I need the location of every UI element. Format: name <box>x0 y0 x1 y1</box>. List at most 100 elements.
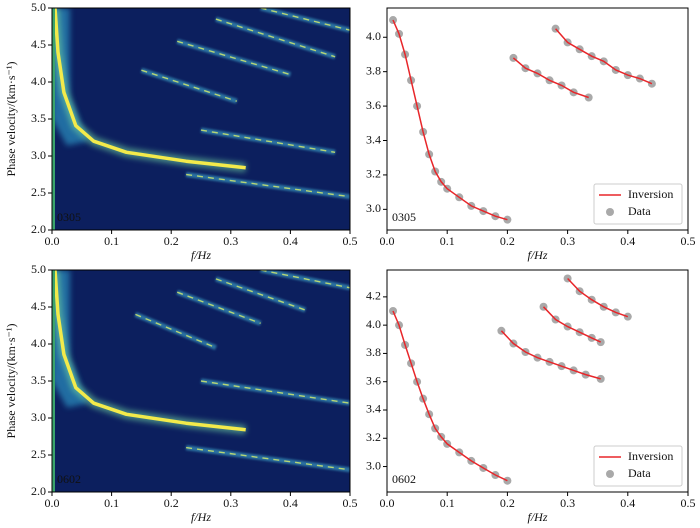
x-tick-label: 0.3 <box>223 234 238 248</box>
y-tick-label: 4.0 <box>366 317 381 331</box>
legend-marker <box>606 208 614 216</box>
x-tick-label: 0.0 <box>45 234 60 248</box>
x-tick-label: 0.0 <box>380 234 395 248</box>
heatmap-bg <box>52 8 350 230</box>
y-tick-label: 2.0 <box>31 484 46 498</box>
heatmap-image <box>52 8 350 230</box>
x-tick-label: 0.2 <box>500 234 515 248</box>
overtone-core <box>135 313 217 349</box>
ridge <box>53 270 246 432</box>
y-tick-label: 3.4 <box>366 132 381 146</box>
x-tick-label: 0.5 <box>343 496 358 510</box>
y-tick-label: 3.0 <box>31 148 46 162</box>
y-tick-label: 3.0 <box>366 458 381 472</box>
axes-frame <box>386 269 689 493</box>
x-tick-label: 0.3 <box>560 234 575 248</box>
inversion-line <box>512 57 589 99</box>
inversion-line <box>392 310 508 482</box>
panel-label: 0305 <box>57 210 81 224</box>
x-tick-label: 0.1 <box>104 496 119 510</box>
data-point <box>596 374 605 383</box>
panel-label: 0602 <box>57 472 81 486</box>
heatmap-image <box>52 270 350 492</box>
overtone-core <box>176 291 261 324</box>
y-tick-label: 4.0 <box>31 336 46 350</box>
axes-frame <box>386 7 689 231</box>
x-tick-label: 0.4 <box>620 234 635 248</box>
y-tick-label: 3.6 <box>366 373 381 387</box>
legend-marker <box>606 470 614 478</box>
y-tick-label: 3.2 <box>366 167 381 181</box>
inversion-line <box>500 330 601 380</box>
legend-box <box>593 445 683 487</box>
x-tick-label: 0.4 <box>283 234 298 248</box>
x-tick-label: 0.4 <box>283 496 298 510</box>
y-tick-label: 3.0 <box>31 410 46 424</box>
y-tick-label: 3.8 <box>366 63 381 77</box>
y-tick-label: 3.8 <box>366 345 381 359</box>
y-tick-label: 4.5 <box>31 37 46 51</box>
x-tick-label: 0.3 <box>560 496 575 510</box>
inversion-line <box>392 19 508 221</box>
x-tick-label: 0.2 <box>164 234 179 248</box>
inversion-line <box>542 306 602 343</box>
y-tick-label: 4.0 <box>366 29 381 43</box>
x-tick-label: 0.0 <box>45 496 60 510</box>
x-tick-label: 0.3 <box>223 496 238 510</box>
y-tick-label: 5.0 <box>31 262 46 276</box>
x-tick-label: 0.0 <box>380 496 395 510</box>
x-axis-label: f/Hz <box>191 510 211 524</box>
overtone-core <box>186 173 350 198</box>
y-tick-label: 3.5 <box>31 373 46 387</box>
overtone-core <box>215 278 306 311</box>
x-tick-label: 0.2 <box>164 496 179 510</box>
overtone-core <box>186 446 350 471</box>
y-tick-label: 5.0 <box>31 0 46 14</box>
x-axis-label: f/Hz <box>191 248 211 262</box>
x-axis-label: f/Hz <box>527 510 547 524</box>
x-tick-label: 0.1 <box>104 234 119 248</box>
y-tick-label: 3.2 <box>366 430 381 444</box>
panel-label: 0602 <box>392 472 416 486</box>
y-tick-label: 2.0 <box>31 222 46 236</box>
x-tick-label: 0.1 <box>440 496 455 510</box>
y-tick-label: 3.5 <box>31 111 46 125</box>
edge-strip <box>52 270 55 492</box>
y-tick-label: 4.5 <box>31 299 46 313</box>
overtone-core <box>177 40 291 76</box>
x-tick-label: 0.1 <box>440 234 455 248</box>
ridge <box>53 8 246 170</box>
x-tick-label: 0.5 <box>681 234 696 248</box>
legend-label: Data <box>628 204 651 218</box>
y-axis-label: Phase velocity/(km·s⁻¹) <box>4 324 18 439</box>
x-tick-label: 0.2 <box>500 496 515 510</box>
legend-label: Data <box>628 466 651 480</box>
data-point <box>596 338 605 347</box>
x-tick-label: 0.5 <box>343 234 358 248</box>
legend-label: Inversion <box>628 449 673 463</box>
x-tick-label: 0.5 <box>681 496 696 510</box>
y-tick-label: 3.4 <box>366 402 381 416</box>
overtone-core <box>260 8 350 31</box>
x-tick-label: 0.4 <box>620 496 635 510</box>
overtone-core <box>141 69 238 102</box>
legend-label: Inversion <box>628 187 673 201</box>
overtone-core <box>200 129 336 153</box>
panel-label: 0305 <box>392 210 416 224</box>
edge-strip <box>52 8 55 230</box>
overtone-core <box>215 18 336 58</box>
overtone-core <box>260 270 350 289</box>
y-tick-label: 3.6 <box>366 98 381 112</box>
legend-box <box>593 183 683 225</box>
inversion-line <box>555 28 653 85</box>
y-axis-label: Phase velocity/(km·s⁻¹) <box>4 62 18 177</box>
y-tick-label: 4.2 <box>366 289 381 303</box>
inversion-line <box>567 277 629 318</box>
y-tick-label: 3.0 <box>366 201 381 215</box>
x-axis-label: f/Hz <box>527 248 547 262</box>
y-tick-label: 2.5 <box>31 447 46 461</box>
y-tick-label: 2.5 <box>31 185 46 199</box>
overtone-core <box>200 380 350 404</box>
y-tick-label: 4.0 <box>31 74 46 88</box>
